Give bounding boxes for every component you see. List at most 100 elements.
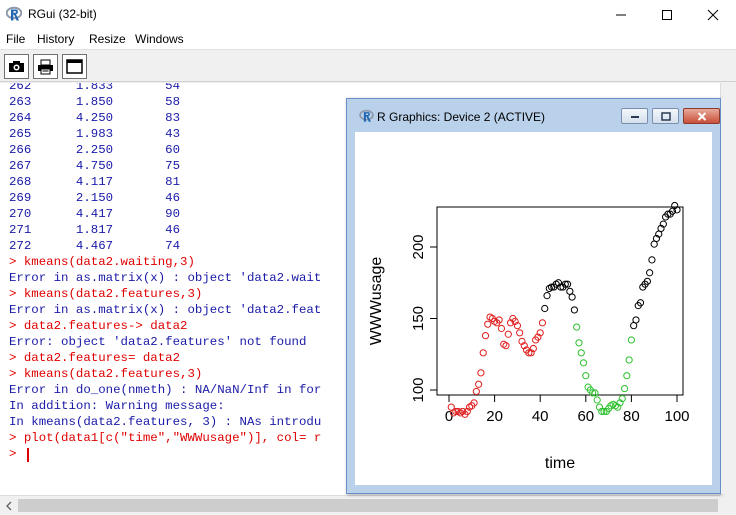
plot-canvas: 0 20 40 60 80 100 100 150 200 time WWWusage	[355, 132, 712, 485]
data-point	[618, 394, 626, 403]
data-point	[484, 320, 492, 328]
data-point	[504, 330, 512, 338]
close-button[interactable]	[690, 0, 736, 29]
window-icon	[66, 59, 83, 74]
graphics-close-button[interactable]	[683, 108, 720, 124]
data-point	[506, 319, 515, 327]
menu-windows[interactable]: Windows	[135, 32, 184, 46]
console-output-line: 262 1.833 54	[9, 83, 181, 93]
horizontal-scroll-thumb[interactable]	[18, 499, 718, 512]
save-plot-button[interactable]	[4, 54, 29, 79]
text-cursor	[27, 448, 29, 462]
x-tick-label: 60	[577, 408, 594, 425]
console-input-line: > plot(data1[c("time","WWWusage")], col=…	[9, 431, 322, 445]
graphics-side-scrollbar[interactable]	[721, 98, 736, 494]
data-point	[538, 319, 547, 327]
console-output-line: 269 2.150 46	[9, 191, 181, 205]
maximize-icon	[660, 111, 671, 121]
graphics-frame	[347, 485, 720, 493]
data-point	[520, 342, 528, 350]
graphics-window-title: R Graphics: Device 2 (ACTIVE)	[377, 110, 546, 124]
data-point	[534, 333, 542, 341]
print-button[interactable]	[33, 54, 58, 79]
menu-history[interactable]: History	[37, 32, 75, 46]
data-point	[632, 316, 640, 324]
console-input-line: > kmeans(data2.features,3)	[9, 367, 203, 381]
x-tick-label: 0	[445, 408, 453, 425]
data-point	[497, 324, 506, 333]
data-point	[495, 316, 503, 324]
menu-bar: File History Resize Windows	[0, 29, 736, 49]
console-input-line: > kmeans(data2.features,3)	[9, 287, 203, 301]
data-point	[502, 342, 510, 350]
y-tick-label: 200	[410, 234, 427, 259]
menu-resize[interactable]: Resize	[89, 32, 126, 46]
maximize-button[interactable]	[644, 0, 690, 29]
data-point	[614, 403, 622, 411]
console-output-line: Error: object 'data2.features' not found	[9, 335, 307, 349]
console-input-line: >	[9, 447, 24, 461]
data-point	[452, 407, 460, 416]
data-point	[477, 369, 485, 377]
close-icon	[697, 111, 706, 121]
console-output-line: 263 1.850 58	[9, 95, 181, 109]
x-axis-label: time	[545, 455, 575, 472]
r-logo-icon	[6, 6, 22, 21]
graphics-frame	[347, 132, 355, 493]
data-point	[475, 380, 483, 388]
data-point	[620, 384, 629, 393]
data-point	[673, 206, 681, 214]
data-point	[511, 317, 519, 325]
data-point	[627, 336, 635, 344]
graphics-window[interactable]: R Graphics: Device 2 (ACTIVE) 0 20 40 60 80 1…	[346, 98, 721, 494]
scatter-plot: 0 20 40 60 80 100 100 150 200 time WWWusage	[368, 201, 690, 472]
console-output-line: Error in do_one(nmeth) : NA/NaN/Inf in f…	[9, 383, 322, 397]
console-output-line: In kmeans(data2.features, 3) : NAs intro…	[9, 415, 322, 429]
data-point	[543, 292, 551, 300]
minimize-icon	[616, 14, 626, 15]
x-tick-label: 100	[664, 408, 689, 425]
data-point	[470, 399, 478, 407]
data-point	[516, 329, 524, 337]
data-point	[616, 399, 624, 407]
data-point	[648, 256, 656, 264]
data-point	[573, 323, 581, 331]
console-output-line: Error in as.matrix(x) : object 'data2.fe…	[9, 303, 322, 317]
data-point	[529, 344, 537, 353]
minimize-button[interactable]	[598, 0, 644, 29]
menu-file[interactable]: File	[6, 32, 26, 46]
data-point	[591, 389, 599, 397]
x-tick-label: 40	[532, 408, 549, 425]
console-output-line: Error in as.matrix(x) : object 'data2.wa…	[9, 271, 322, 285]
data-point	[671, 201, 679, 210]
data-point	[625, 356, 633, 364]
data-point	[575, 339, 583, 347]
camera-icon	[9, 61, 24, 72]
console-output-line: 265 1.983 43	[9, 127, 181, 141]
data-point	[598, 407, 606, 416]
console-output-line: 267 4.750 75	[9, 159, 181, 173]
x-tick-label: 20	[486, 408, 503, 425]
data-point	[636, 299, 645, 307]
data-point	[479, 349, 487, 357]
data-point	[595, 403, 604, 411]
graphics-frame	[712, 132, 720, 493]
data-point	[579, 359, 588, 367]
r-logo-icon	[359, 109, 374, 122]
data-point	[577, 349, 585, 357]
graphics-minimize-button[interactable]	[621, 108, 648, 124]
data-point	[623, 372, 631, 380]
graphics-title-bar[interactable]: R Graphics: Device 2 (ACTIVE)	[347, 99, 720, 132]
scrollbar-corner	[720, 495, 736, 515]
console-input-line: > data2.features= data2	[9, 351, 181, 365]
y-tick-label: 150	[410, 306, 427, 331]
data-point	[646, 269, 654, 277]
data-point	[525, 349, 533, 357]
data-point	[463, 407, 471, 416]
data-point	[568, 293, 576, 301]
data-point	[593, 396, 601, 404]
graphics-maximize-button[interactable]	[652, 108, 679, 124]
console-horizontal-scrollbar[interactable]	[0, 495, 720, 515]
console-window-button[interactable]	[62, 54, 87, 79]
